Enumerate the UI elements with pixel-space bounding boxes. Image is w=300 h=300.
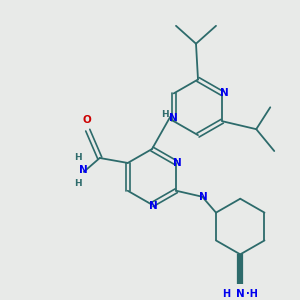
Text: O: O	[82, 115, 91, 125]
Text: H: H	[74, 179, 82, 188]
Text: H: H	[222, 289, 230, 299]
Text: N: N	[169, 113, 177, 123]
Text: N: N	[148, 201, 158, 211]
Text: H: H	[161, 110, 169, 119]
Text: N: N	[236, 289, 244, 299]
Text: N: N	[80, 165, 88, 175]
Text: N: N	[220, 88, 229, 98]
Text: N: N	[199, 192, 208, 202]
Text: N: N	[173, 158, 182, 168]
Text: ·H: ·H	[246, 289, 258, 299]
Text: H: H	[74, 154, 82, 163]
